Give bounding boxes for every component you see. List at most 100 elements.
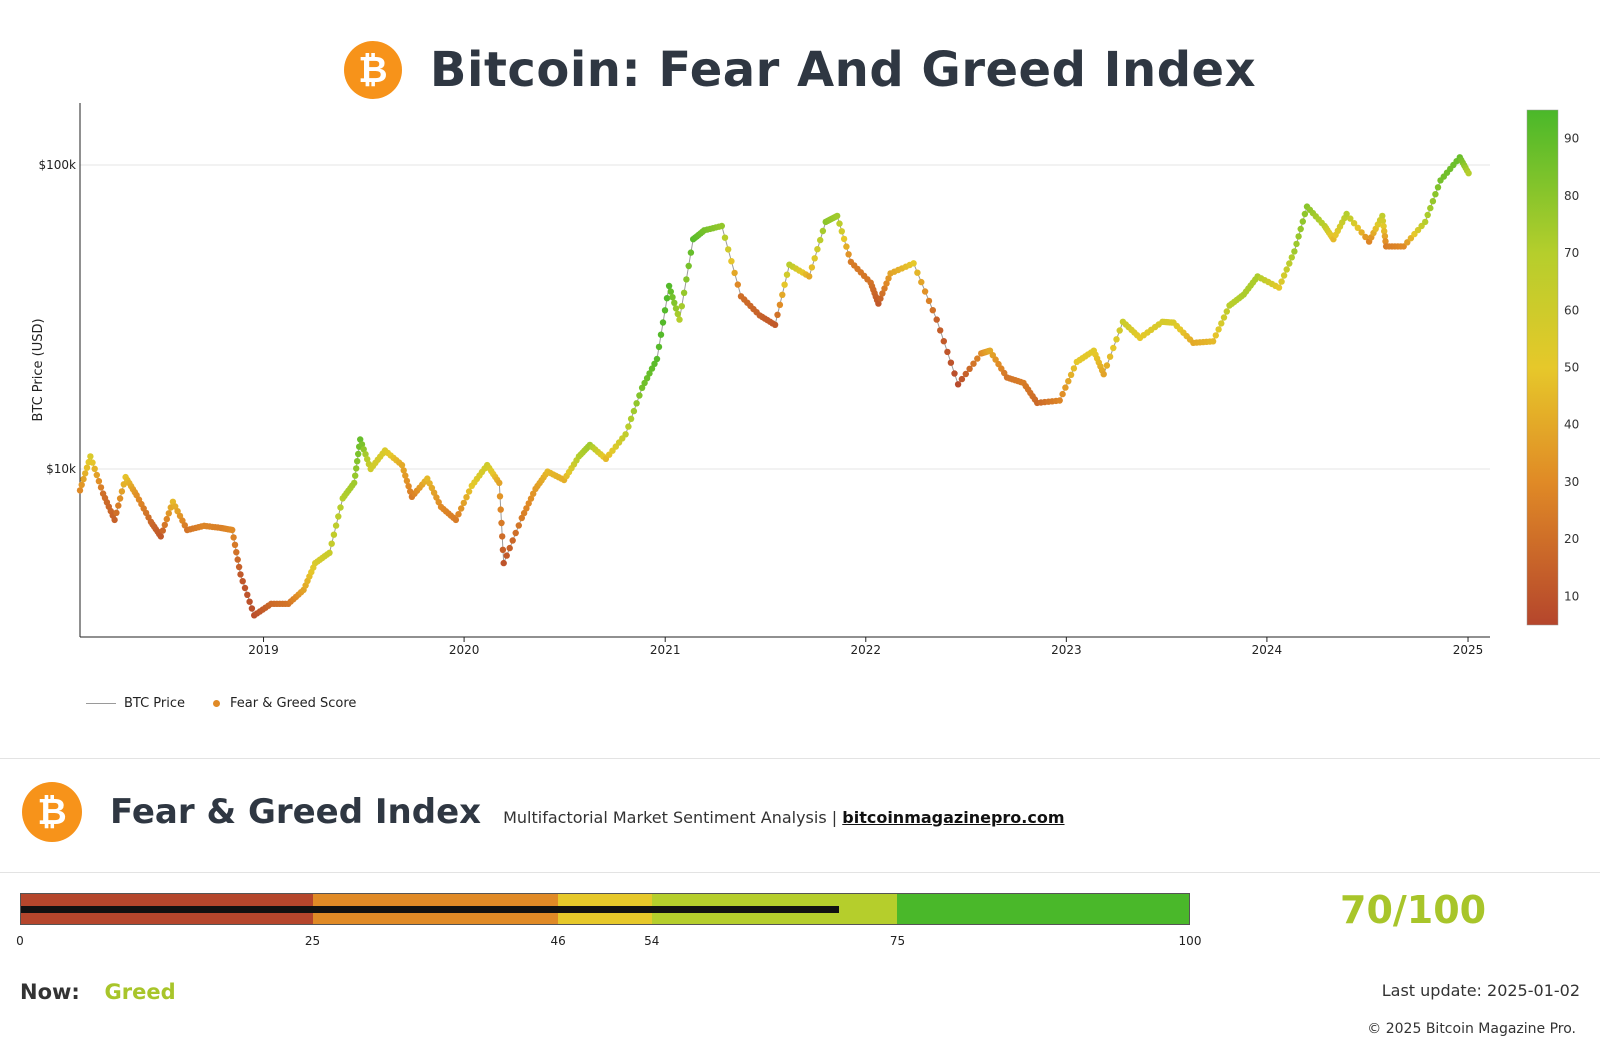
score-point bbox=[1429, 198, 1437, 205]
score-point bbox=[174, 508, 181, 515]
score-point bbox=[648, 365, 656, 372]
score-point bbox=[672, 305, 680, 312]
score-point bbox=[237, 571, 244, 578]
score-point bbox=[1275, 284, 1283, 291]
score-point bbox=[355, 450, 362, 458]
score-point bbox=[165, 510, 172, 517]
score-point bbox=[657, 331, 665, 338]
score-point bbox=[1286, 260, 1293, 267]
score-point bbox=[496, 479, 503, 487]
score-point bbox=[499, 533, 506, 540]
score-point bbox=[929, 307, 936, 314]
score-point bbox=[918, 278, 925, 286]
score-point bbox=[1414, 226, 1422, 234]
score-point bbox=[337, 504, 344, 511]
score-point bbox=[781, 281, 788, 288]
score-point bbox=[1056, 397, 1063, 404]
score-point bbox=[811, 255, 818, 262]
score-point bbox=[638, 384, 646, 391]
colorbar-tick-label: 60 bbox=[1564, 303, 1579, 317]
score-point bbox=[685, 262, 692, 270]
score-point bbox=[731, 269, 738, 277]
score-point bbox=[1059, 390, 1066, 398]
score-point bbox=[509, 537, 516, 544]
score-point bbox=[819, 227, 827, 235]
score-point bbox=[93, 471, 101, 479]
gauge-tick-label: 0 bbox=[16, 934, 24, 948]
fear-greed-chart: $10k $100k 2019 2020 2021 2022 2023 2024 2025 BTC… bbox=[31, 103, 1579, 657]
score-point bbox=[655, 343, 663, 351]
gauge-segment bbox=[896, 894, 1189, 924]
btc-price-legend-label[interactable]: BTC Price bbox=[124, 696, 186, 711]
score-point bbox=[944, 348, 951, 356]
score-point bbox=[500, 559, 507, 567]
score-point bbox=[1358, 229, 1365, 236]
score-point bbox=[1379, 212, 1386, 220]
score-point bbox=[499, 546, 507, 553]
score-legend-label[interactable]: Fear & Greed Score bbox=[230, 696, 357, 711]
colorbar bbox=[1526, 109, 1559, 626]
score-point bbox=[455, 511, 462, 518]
score-point bbox=[879, 290, 886, 297]
score-point bbox=[1350, 220, 1358, 227]
score-point bbox=[914, 269, 921, 276]
score-point bbox=[405, 483, 412, 490]
score-point bbox=[687, 249, 695, 256]
score-point bbox=[1400, 243, 1407, 250]
gauge-tick-label: 46 bbox=[550, 934, 566, 948]
score-point bbox=[241, 584, 249, 592]
score-point bbox=[937, 327, 944, 334]
score-point bbox=[779, 291, 786, 298]
source-link[interactable]: bitcoinmagazinepro.com bbox=[842, 807, 1065, 827]
score-point bbox=[622, 431, 629, 438]
score-point bbox=[515, 522, 522, 529]
copyright: © 2025 Bitcoin Magazine Pro. bbox=[1367, 1021, 1576, 1037]
score-point bbox=[430, 489, 438, 496]
score-point bbox=[1293, 240, 1300, 248]
score-point bbox=[636, 392, 643, 399]
score-point bbox=[1465, 170, 1472, 177]
score-point bbox=[1295, 233, 1302, 240]
score-point bbox=[116, 495, 124, 502]
score-point bbox=[954, 381, 962, 388]
score-point bbox=[496, 493, 504, 500]
score-point bbox=[157, 533, 164, 540]
now-value: Greed bbox=[104, 980, 176, 1004]
score-point bbox=[728, 258, 735, 265]
score-point bbox=[947, 359, 955, 366]
gauge-tick-label: 100 bbox=[1178, 934, 1202, 948]
score-point bbox=[1382, 238, 1389, 245]
score-point bbox=[1212, 332, 1220, 339]
score-point bbox=[1278, 278, 1285, 285]
score-point bbox=[806, 273, 813, 280]
score-point bbox=[1434, 184, 1442, 191]
score-point bbox=[651, 360, 658, 367]
score-point bbox=[1209, 338, 1217, 345]
colorbar-tick-label: 50 bbox=[1564, 361, 1579, 375]
current-score: 70/100 bbox=[1340, 888, 1487, 932]
score-point bbox=[680, 289, 688, 296]
score-point bbox=[808, 264, 816, 271]
score-point bbox=[353, 465, 360, 472]
bitcoin-logo-icon: ₿ bbox=[22, 782, 82, 842]
score-point bbox=[933, 316, 940, 323]
score-point bbox=[465, 488, 473, 495]
score-point bbox=[966, 365, 973, 372]
score-point bbox=[776, 301, 784, 308]
score-point bbox=[643, 375, 651, 382]
score-point bbox=[1218, 320, 1225, 327]
score-point bbox=[352, 472, 359, 479]
score-point bbox=[118, 488, 126, 495]
score-point bbox=[503, 552, 510, 559]
fear-greed-gauge bbox=[20, 893, 1190, 925]
score-point bbox=[402, 472, 409, 479]
score-point bbox=[1283, 266, 1290, 273]
section-title: Fear & Greed Index bbox=[110, 792, 482, 832]
bitcoin-logo-icon: ₿ bbox=[343, 41, 402, 99]
score-point bbox=[1301, 210, 1309, 218]
score-point bbox=[910, 260, 917, 267]
score-point bbox=[958, 375, 966, 383]
score-point bbox=[1106, 353, 1114, 360]
score-point bbox=[78, 481, 85, 488]
gauge-tick-labels: 0 25 46 54 75 100 bbox=[16, 934, 1201, 950]
